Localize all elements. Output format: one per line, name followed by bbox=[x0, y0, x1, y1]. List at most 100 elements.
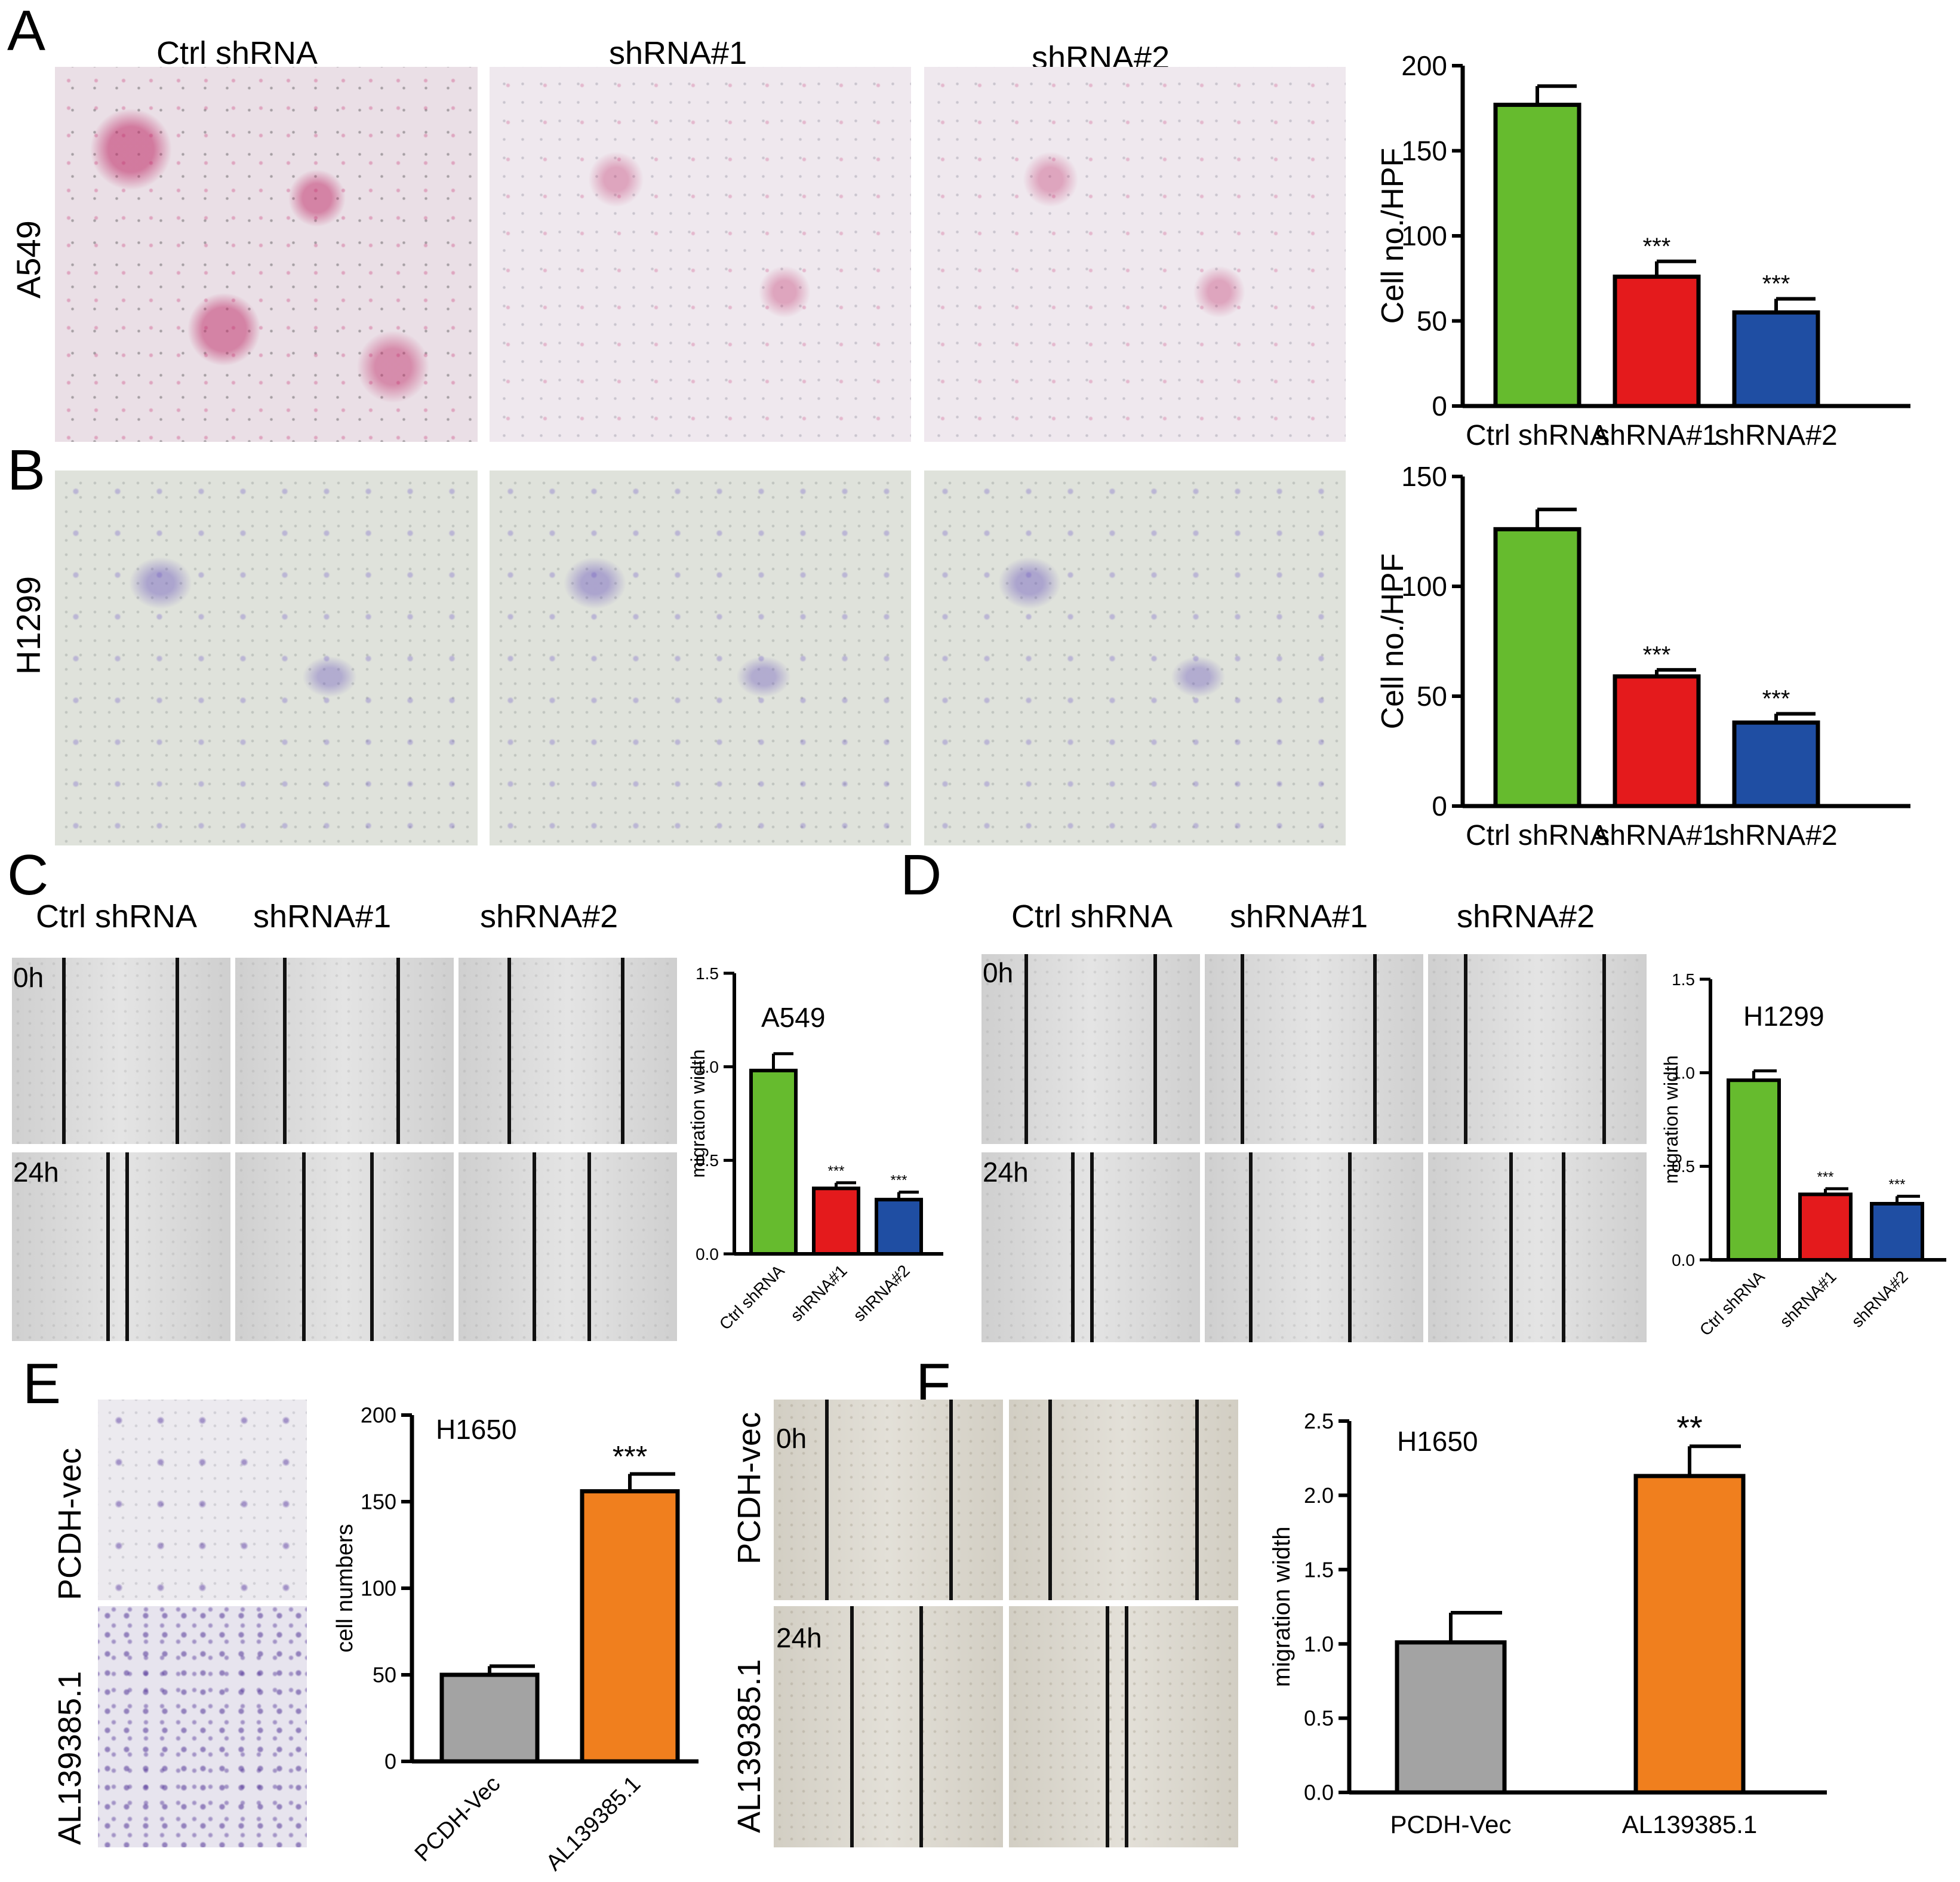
bar-chart-h1299-migration: 0.0 0.5 1.0 1.5 migration width H1299 Ctrl shR… bbox=[1660, 970, 1946, 1339]
bar-shrna-1 bbox=[1613, 274, 1701, 408]
chart-title: H1650 bbox=[436, 1414, 517, 1445]
d-col-header-ctrl-shrna: Ctrl shRNA bbox=[1011, 899, 1173, 934]
y-axis-label: Cell no./HPF bbox=[1376, 148, 1410, 324]
transwell-image-h1650-pcdh-vec bbox=[98, 1400, 307, 1600]
significance-label: *** bbox=[1643, 233, 1671, 260]
y-tick-label: 2.0 bbox=[1304, 1483, 1334, 1508]
transwell-image-a549-shrna2 bbox=[924, 67, 1346, 442]
y-tick-label: 150 bbox=[1401, 136, 1447, 167]
d-col-header-shrna-1: shRNA#1 bbox=[1230, 899, 1368, 934]
y-tick-label: 50 bbox=[1417, 306, 1447, 337]
panel-letter-e: E bbox=[23, 1352, 61, 1416]
wound-image-h1650-pcdh-vec-0h bbox=[774, 1400, 1003, 1600]
chart-title: H1650 bbox=[1397, 1426, 1478, 1457]
y-tick-label: 0.0 bbox=[1672, 1251, 1695, 1269]
y-tick-label: 200 bbox=[361, 1403, 396, 1428]
y-axis-label: migration width bbox=[1660, 1055, 1682, 1183]
wound-image-h1650-al139385-1-24h bbox=[1009, 1606, 1238, 1847]
significance-label: *** bbox=[1888, 1176, 1905, 1192]
transwell-image-h1299-shrna2 bbox=[924, 470, 1346, 845]
c-col-header-shrna-2: shRNA#2 bbox=[480, 899, 619, 934]
y-tick-label: 50 bbox=[1417, 681, 1447, 712]
x-tick-label: shRNA#2 bbox=[1715, 820, 1837, 851]
bar-shrna-2 bbox=[875, 1198, 923, 1256]
y-tick-label: 0.5 bbox=[696, 1151, 719, 1170]
y-tick-label: 1.5 bbox=[696, 964, 719, 983]
y-tick-label: 1.5 bbox=[1672, 970, 1695, 989]
col-header-ctrl-shrna: Ctrl shRNA bbox=[156, 35, 318, 71]
wound-image-h1299-ctrl-24h bbox=[981, 1152, 1200, 1342]
d-time-0h: 0h bbox=[983, 957, 1014, 988]
x-tick-label: AL139385.1 bbox=[541, 1772, 646, 1876]
d-time-24h: 24h bbox=[983, 1157, 1029, 1188]
wound-image-h1299-shrna2-0h bbox=[1428, 954, 1647, 1144]
x-tick-label: AL139385.1 bbox=[1622, 1810, 1758, 1838]
chart-title: A549 bbox=[761, 1002, 825, 1033]
y-tick-label: 0.0 bbox=[696, 1245, 719, 1263]
wound-image-h1299-shrna2-24h bbox=[1428, 1152, 1647, 1342]
c-col-header-ctrl-shrna: Ctrl shRNA bbox=[36, 899, 198, 934]
wound-image-a549-ctrl-0h bbox=[12, 958, 230, 1144]
significance-label: *** bbox=[827, 1163, 844, 1179]
significance-label: *** bbox=[1643, 642, 1671, 668]
x-tick-label: Ctrl shRNA bbox=[1466, 820, 1609, 851]
bar-pcdh-vec bbox=[439, 1672, 540, 1764]
bar-chart-h1299-invasion: 0 50 100 150 Cell no./HPF Ctrl shRNA *** shRNA#… bbox=[1376, 461, 1910, 851]
y-tick-label: 100 bbox=[1401, 220, 1447, 251]
bar-pcdh-vec bbox=[1395, 1640, 1507, 1795]
y-tick-label: 0 bbox=[1432, 390, 1447, 422]
x-tick-label: shRNA#2 bbox=[1715, 420, 1837, 451]
x-tick-label: shRNA#1 bbox=[1595, 420, 1718, 451]
bar-ctrl-shrna bbox=[1727, 1078, 1781, 1262]
transwell-image-h1299-ctrl bbox=[55, 470, 478, 845]
y-tick-label: 0 bbox=[1432, 791, 1447, 822]
x-tick-label: PCDH-Vec bbox=[410, 1772, 506, 1867]
wound-image-h1299-shrna1-24h bbox=[1205, 1152, 1423, 1342]
transwell-image-a549-ctrl bbox=[55, 67, 478, 442]
e-row-label-pcdh-vec: PCDH-vec bbox=[52, 1447, 88, 1600]
y-tick-label: 1.0 bbox=[1672, 1063, 1695, 1082]
wound-image-h1299-ctrl-0h bbox=[981, 954, 1200, 1144]
y-tick-label: 100 bbox=[361, 1576, 396, 1601]
chart-title: H1299 bbox=[1743, 1001, 1824, 1032]
y-axis-label: Cell no./HPF bbox=[1376, 553, 1410, 730]
row-label-h1299: H1299 bbox=[10, 576, 47, 675]
bar-al139385-1 bbox=[1633, 1474, 1746, 1795]
f-row-label-al139385-1: AL139385.1 bbox=[731, 1659, 767, 1833]
y-tick-label: 1.0 bbox=[1304, 1632, 1334, 1656]
wound-image-a549-shrna2-24h bbox=[459, 1152, 677, 1341]
bar-shrna-2 bbox=[1732, 720, 1820, 808]
wound-image-h1650-pcdh-vec-24h bbox=[774, 1606, 1003, 1847]
significance-label: *** bbox=[1762, 685, 1790, 712]
significance-label: *** bbox=[890, 1173, 907, 1189]
col-header-shrna-1: shRNA#1 bbox=[609, 35, 747, 71]
bar-chart-a549-migration: 0.0 0.5 1.0 1.5 migration width A549 Ctrl shRN… bbox=[687, 964, 943, 1333]
d-col-header-shrna-2: shRNA#2 bbox=[1457, 899, 1595, 934]
panel-letter-b: B bbox=[7, 438, 46, 502]
bar-chart-h1650-invasion: 0 50 100 150 200 cell numbers H1650 PCDH-Vec ***… bbox=[333, 1403, 699, 1876]
y-tick-label: 0.0 bbox=[1304, 1780, 1334, 1805]
panel-letter-d: D bbox=[900, 843, 942, 907]
x-tick-label: shRNA#1 bbox=[1595, 820, 1718, 851]
wound-image-a549-ctrl-24h bbox=[12, 1152, 230, 1341]
transwell-image-h1650-al139385-1 bbox=[98, 1606, 307, 1847]
y-tick-label: 50 bbox=[373, 1663, 396, 1687]
wound-image-a549-shrna2-0h bbox=[459, 958, 677, 1144]
e-row-label-al139385-1: AL139385.1 bbox=[52, 1671, 88, 1845]
panel-letter-a: A bbox=[7, 0, 46, 63]
bar-shrna-1 bbox=[1798, 1192, 1853, 1262]
bar-shrna-2 bbox=[1870, 1202, 1924, 1262]
transwell-image-a549-shrna1 bbox=[490, 67, 911, 442]
c-col-header-shrna-1: shRNA#1 bbox=[253, 899, 392, 934]
bar-shrna-2 bbox=[1732, 310, 1820, 408]
y-tick-label: 150 bbox=[361, 1490, 396, 1514]
x-tick-label: Ctrl shRNA bbox=[1696, 1267, 1768, 1339]
significance-label: *** bbox=[1817, 1169, 1833, 1185]
y-tick-label: 0.5 bbox=[1304, 1706, 1334, 1730]
bar-ctrl-shrna bbox=[749, 1068, 798, 1256]
wound-image-h1299-shrna1-0h bbox=[1205, 954, 1423, 1144]
bar-ctrl-shrna bbox=[1493, 103, 1581, 408]
wound-image-a549-shrna1-0h bbox=[235, 958, 454, 1144]
f-row-label-pcdh-vec: PCDH-vec bbox=[731, 1412, 767, 1564]
